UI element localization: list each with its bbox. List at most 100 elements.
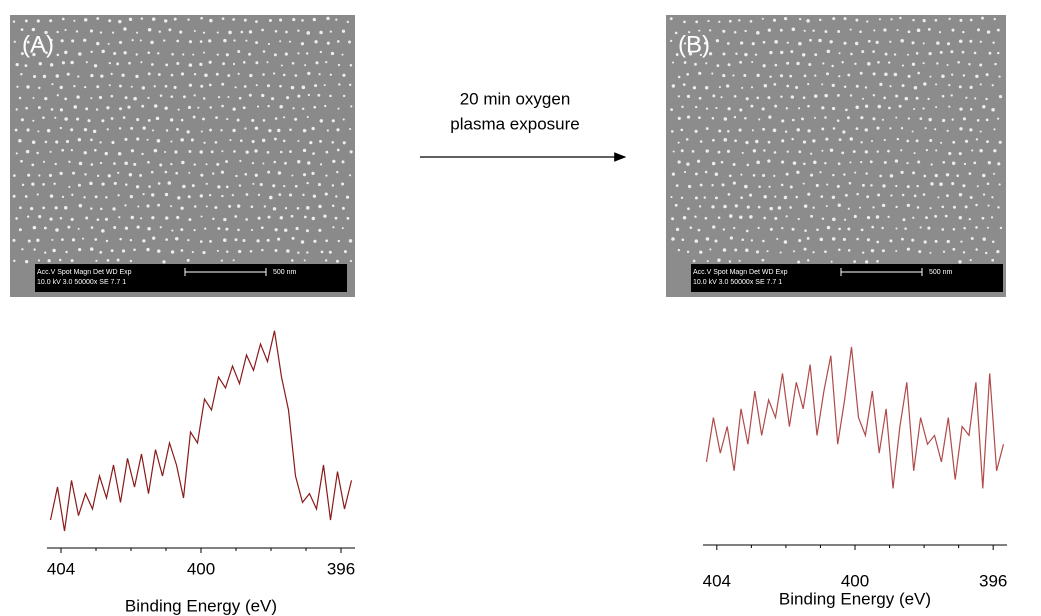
particle (741, 151, 744, 154)
particle (803, 162, 806, 166)
particle (830, 260, 833, 263)
particle (18, 96, 22, 100)
particle (336, 128, 340, 132)
particle (934, 239, 938, 243)
particle (266, 61, 269, 64)
particle (703, 196, 706, 199)
particle (853, 214, 857, 219)
particle (751, 42, 755, 46)
particle (320, 250, 324, 254)
particle (240, 30, 244, 34)
particle (106, 128, 109, 131)
particle (209, 18, 213, 23)
particle (225, 53, 229, 57)
particle (248, 93, 252, 97)
particle (944, 214, 948, 218)
particle (802, 182, 805, 185)
particle (709, 248, 712, 251)
particle (20, 118, 24, 122)
particle (319, 119, 323, 123)
particle (930, 163, 933, 166)
particle (180, 206, 184, 210)
particle (150, 40, 154, 45)
particle (188, 218, 192, 222)
particle (331, 184, 335, 187)
particle (245, 39, 248, 42)
particle (146, 138, 149, 141)
particle (928, 117, 932, 122)
particle (266, 238, 270, 242)
particle (761, 17, 764, 20)
particle (165, 216, 169, 220)
particle (260, 226, 264, 230)
particle (838, 227, 841, 231)
particle (968, 63, 971, 66)
particle (738, 19, 741, 22)
particle (256, 239, 260, 243)
particle (686, 162, 690, 166)
particle (245, 218, 248, 221)
particle (712, 225, 716, 229)
particle (749, 193, 753, 197)
particle (682, 216, 687, 220)
particle (122, 116, 126, 119)
particle (792, 250, 796, 253)
particle (900, 39, 904, 43)
particle (997, 51, 1000, 55)
particle (112, 207, 116, 211)
particle (807, 83, 810, 86)
particle (204, 227, 207, 230)
particle (302, 148, 307, 153)
particle (200, 173, 204, 177)
particle (822, 62, 825, 65)
particle (94, 238, 98, 241)
particle (117, 151, 122, 156)
particle (757, 226, 760, 230)
particle (193, 163, 196, 166)
particle (268, 19, 272, 23)
particle (283, 116, 286, 119)
particle (806, 19, 810, 23)
particle (952, 227, 956, 231)
particle (998, 75, 1001, 78)
particle (90, 247, 94, 251)
particle (861, 50, 865, 54)
particle (763, 83, 768, 88)
particle (267, 215, 271, 219)
particle (193, 94, 196, 97)
particle (671, 217, 675, 221)
particle (311, 171, 315, 175)
particle (346, 20, 349, 24)
particle (893, 72, 898, 77)
particle (925, 149, 928, 152)
particle (774, 195, 777, 198)
particle (235, 174, 238, 178)
x-tick-label: 396 (327, 559, 355, 578)
particle (77, 75, 80, 78)
particle (350, 105, 353, 108)
particle (815, 183, 819, 188)
particle (824, 250, 827, 254)
particle (941, 74, 945, 79)
particle (37, 41, 41, 45)
particle (761, 107, 765, 111)
particle (789, 185, 793, 189)
particle (232, 128, 236, 133)
particle (923, 240, 927, 244)
particle (979, 130, 982, 133)
particle (179, 30, 183, 34)
particle (199, 194, 203, 198)
particle (24, 19, 28, 23)
particle (274, 117, 278, 120)
particle (951, 161, 956, 166)
particle (121, 249, 126, 253)
particle (21, 183, 25, 187)
particle (761, 258, 765, 262)
particle (249, 249, 253, 253)
particle (935, 83, 938, 86)
particle (883, 96, 887, 100)
particle (757, 205, 761, 209)
particle (721, 183, 725, 187)
particle (110, 72, 113, 76)
particle (958, 85, 962, 89)
